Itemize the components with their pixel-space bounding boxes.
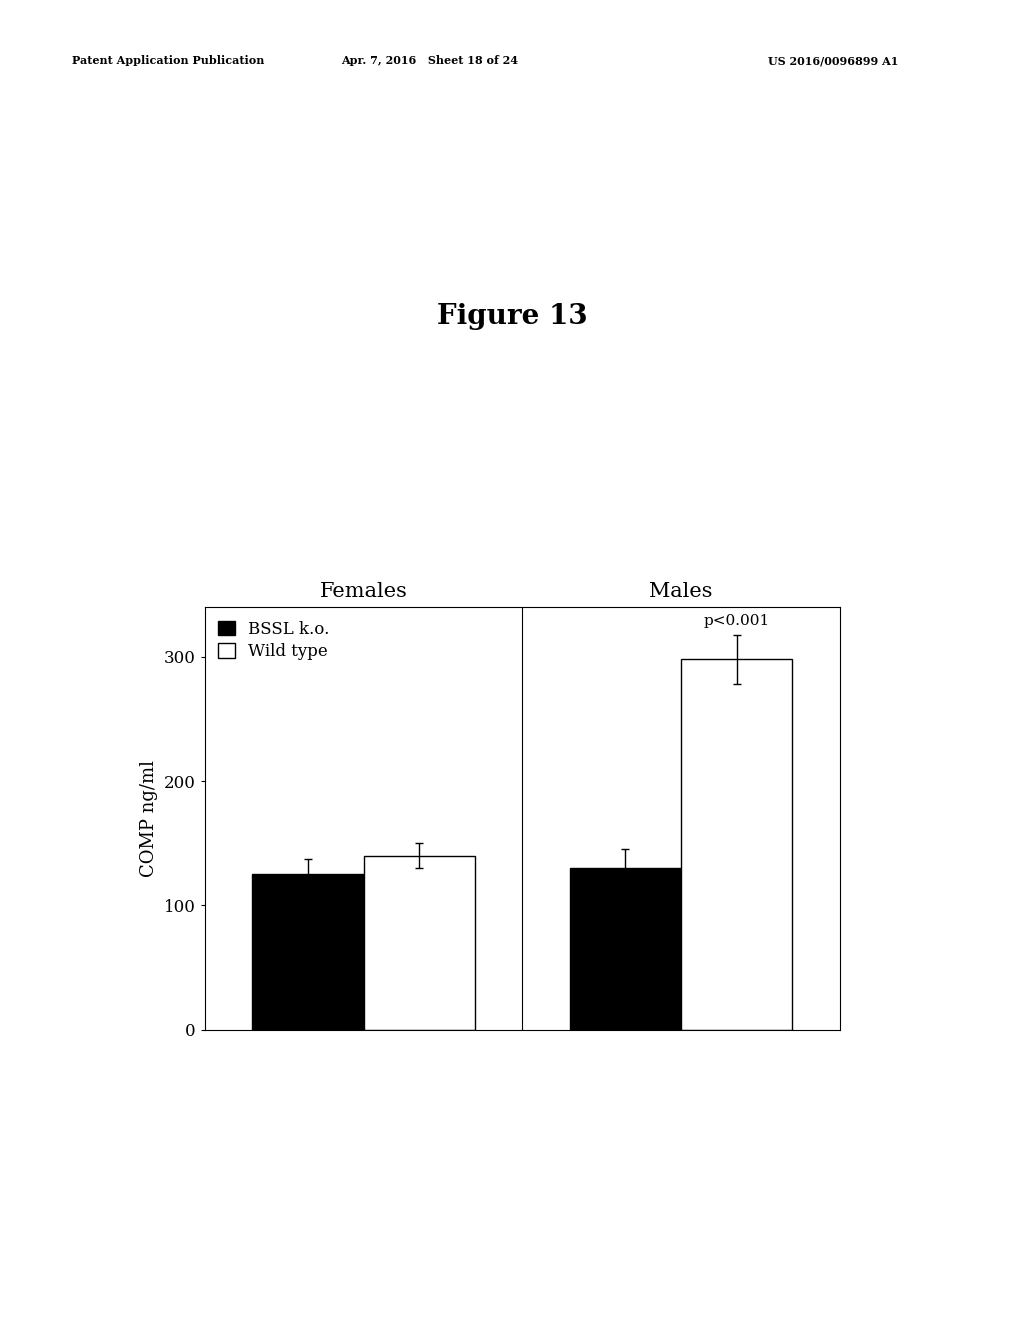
Legend: BSSL k.o., Wild type: BSSL k.o., Wild type: [213, 615, 335, 665]
Text: Females: Females: [319, 582, 408, 601]
Bar: [364, 855, 475, 1030]
Bar: [253, 874, 364, 1030]
Text: Figure 13: Figure 13: [436, 304, 588, 330]
Text: Patent Application Publication: Patent Application Publication: [72, 55, 264, 66]
Text: US 2016/0096899 A1: US 2016/0096899 A1: [768, 55, 898, 66]
Text: Apr. 7, 2016   Sheet 18 of 24: Apr. 7, 2016 Sheet 18 of 24: [342, 55, 518, 66]
Text: Males: Males: [649, 582, 713, 601]
Y-axis label: COMP ng/ml: COMP ng/ml: [140, 760, 159, 876]
Text: p<0.001: p<0.001: [703, 614, 770, 628]
Bar: [569, 869, 681, 1030]
Bar: [681, 660, 793, 1030]
